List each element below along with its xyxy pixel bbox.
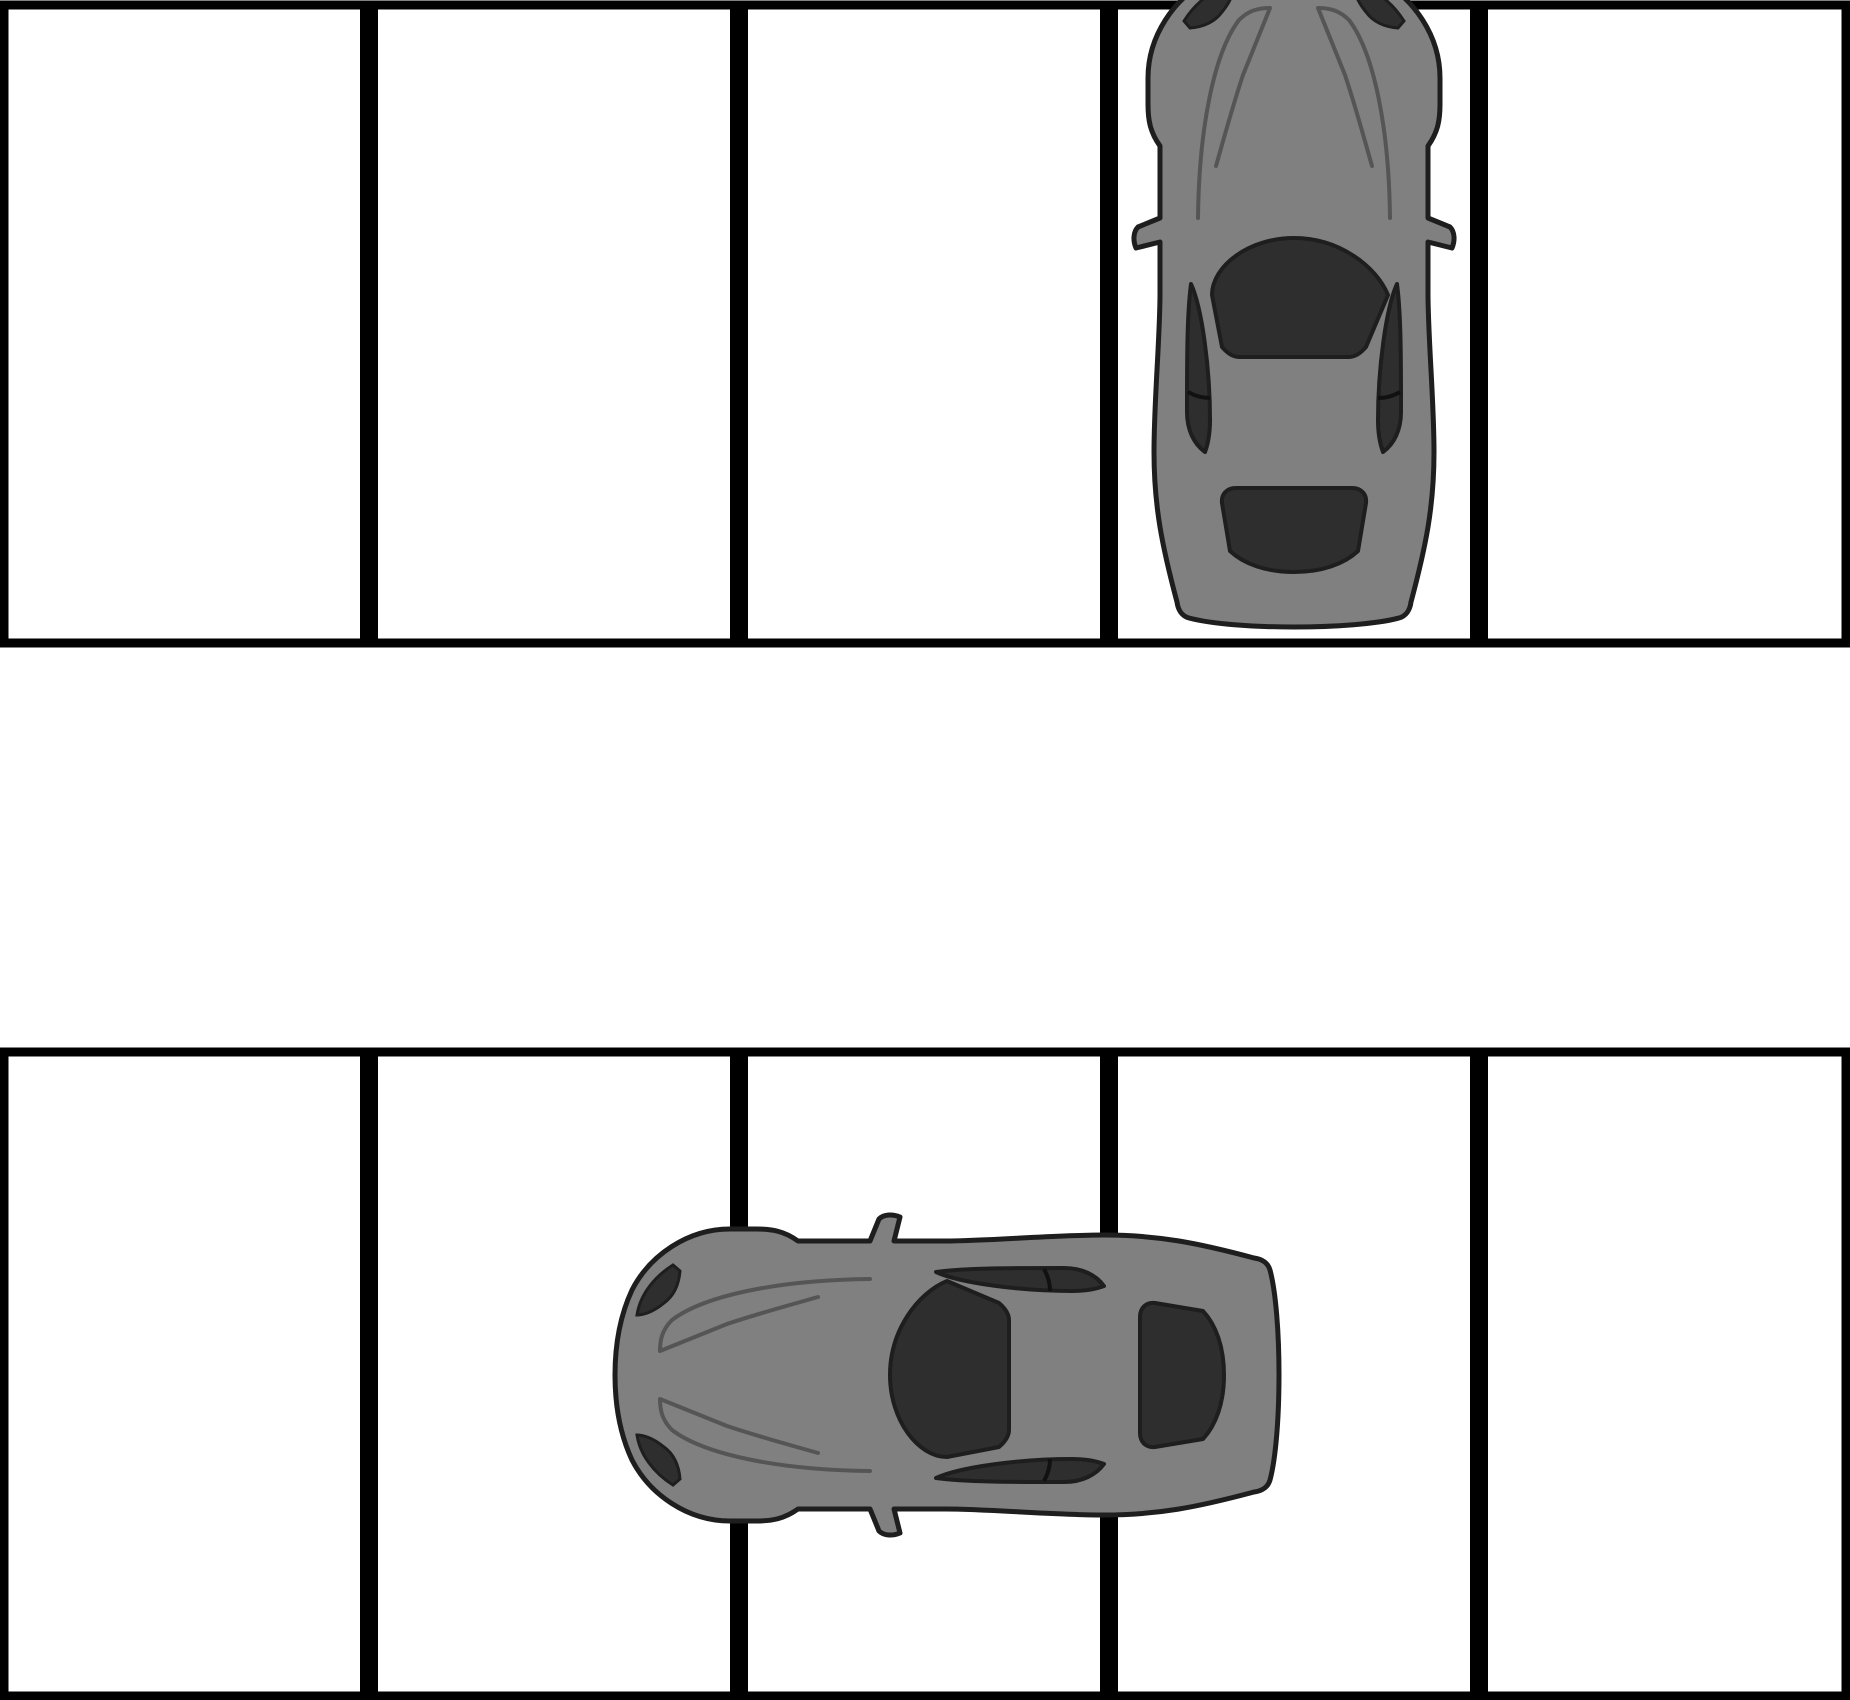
- bottom-row-boundary: [0, 1047, 1850, 1700]
- top-row-boundary: [0, 0, 1850, 648]
- car-top-view-icon: [1134, 0, 1454, 627]
- top-parking-row: [0, 0, 1850, 648]
- bottom-parking-row: [0, 1047, 1850, 1700]
- car-top-view-icon: [615, 1215, 1279, 1535]
